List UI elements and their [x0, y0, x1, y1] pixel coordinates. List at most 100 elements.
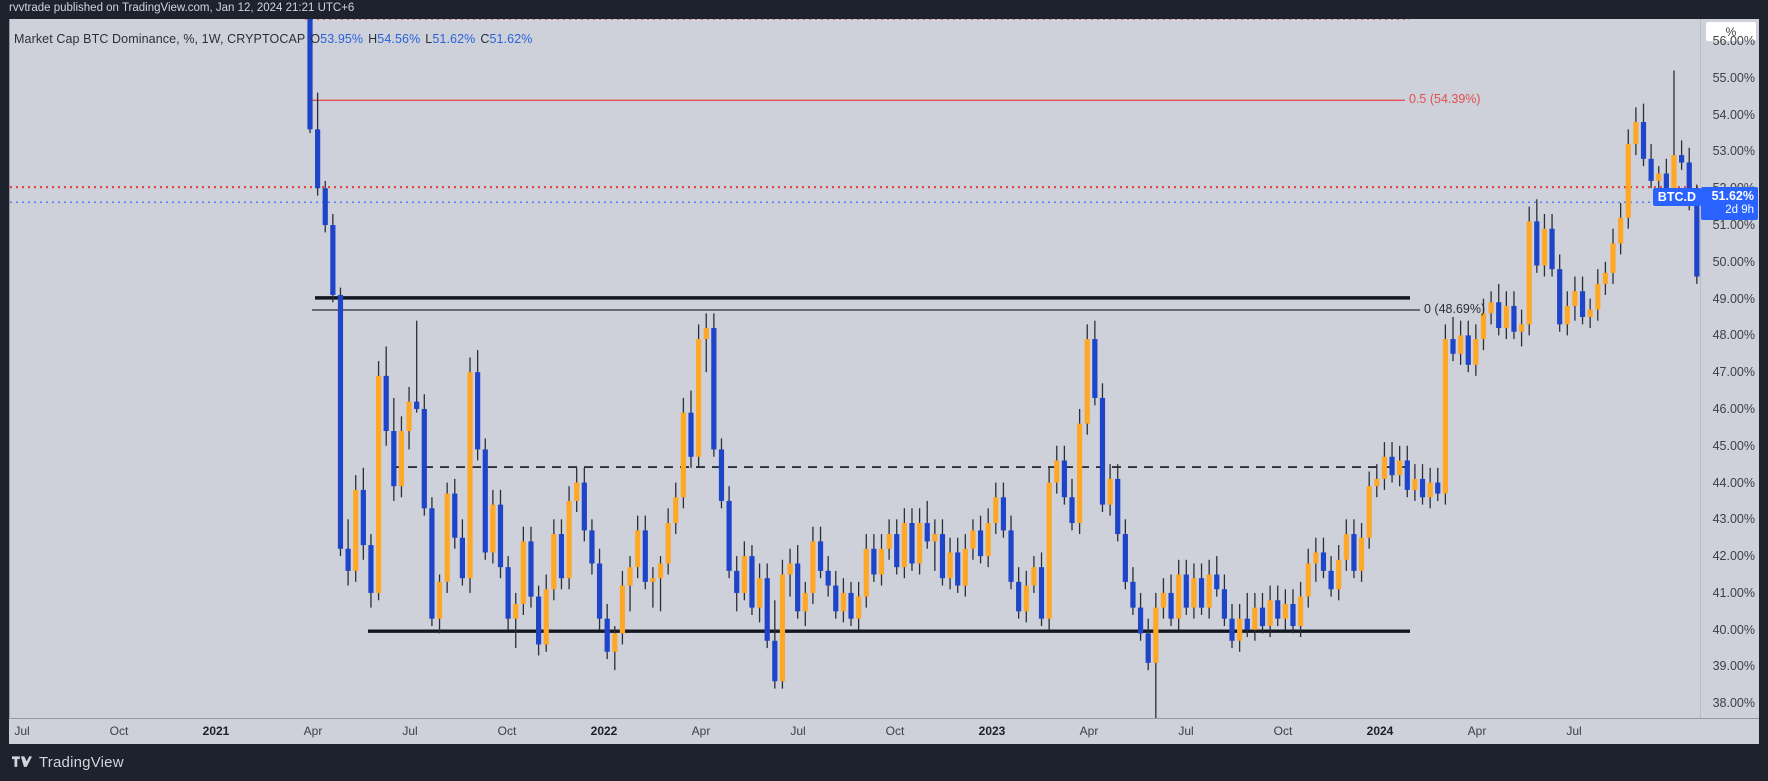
- candlestick-canvas[interactable]: [10, 19, 1710, 718]
- candle-body: [924, 523, 930, 542]
- price-tick: 45.00%: [1712, 438, 1755, 453]
- time-tick: Jul: [14, 724, 30, 738]
- candle-body: [696, 339, 702, 457]
- fib-level-05-label: 0.5 (54.39%): [1409, 92, 1481, 107]
- chart-pane[interactable]: [9, 19, 1710, 718]
- candle-body: [1176, 574, 1182, 619]
- candle-body: [673, 497, 679, 524]
- candle-body: [802, 592, 808, 612]
- candle-body: [1419, 478, 1426, 498]
- time-tick: Jul: [402, 724, 418, 738]
- candle-body: [436, 581, 443, 619]
- candle-body: [665, 523, 671, 564]
- candle-body: [1191, 578, 1197, 608]
- candle-body: [886, 534, 892, 549]
- candle-body: [810, 541, 816, 593]
- candle-body: [619, 585, 626, 634]
- candle-body: [406, 401, 412, 432]
- percent-scale-button[interactable]: %: [1706, 22, 1756, 41]
- candle-body: [848, 592, 854, 619]
- candle-body: [1374, 478, 1380, 487]
- candle-body: [711, 328, 717, 450]
- candle-body: [1358, 537, 1365, 571]
- candle-body: [1061, 460, 1067, 498]
- footer-bar: TradingView: [0, 744, 1768, 781]
- price-tick: 50.00%: [1712, 254, 1755, 269]
- candle-body: [1450, 339, 1456, 354]
- candle-body: [1023, 585, 1029, 612]
- candle-body: [1084, 339, 1090, 424]
- candle-body: [1526, 221, 1532, 325]
- time-axis[interactable]: Jul Oct 2021 Apr Jul Oct 2022 Apr Jul Oct 2023 Apr J…: [9, 718, 1759, 744]
- candle-body: [307, 19, 313, 130]
- candle-body: [1168, 592, 1174, 619]
- chart-legend[interactable]: Market Cap BTC Dominance, %, 1W, CRYPTOC…: [14, 32, 533, 46]
- candle-body: [909, 523, 915, 564]
- time-tick: Apr: [691, 724, 711, 738]
- candle-body: [688, 412, 694, 457]
- candle-body: [1587, 309, 1593, 317]
- candle-body: [947, 552, 953, 579]
- candle-body: [1038, 567, 1045, 619]
- candle-body: [1579, 291, 1586, 317]
- legend-open: O53.95%: [310, 32, 364, 46]
- candle-body: [566, 500, 572, 579]
- candle-body: [779, 574, 786, 682]
- candle-body: [1214, 574, 1220, 590]
- candle-body: [421, 408, 427, 509]
- tradingview-logo[interactable]: TradingView: [12, 754, 124, 771]
- price-tick: 44.00%: [1712, 475, 1755, 490]
- price-tick: 43.00%: [1712, 512, 1755, 527]
- current-price-value: 51.62%: [1711, 189, 1754, 204]
- candle-body: [833, 585, 839, 612]
- candle-body: [871, 548, 877, 575]
- candle-body: [574, 482, 580, 501]
- candle-body: [1282, 603, 1288, 619]
- candle-body: [1518, 324, 1525, 332]
- candle-body: [1465, 335, 1471, 365]
- candle-body: [330, 225, 336, 295]
- candle-body: [1503, 305, 1509, 329]
- candle-body: [894, 534, 900, 568]
- candle-body: [353, 489, 359, 571]
- legend-low: L51.62%: [425, 32, 476, 46]
- candle-body: [1412, 478, 1418, 490]
- candle-body: [1496, 302, 1502, 329]
- price-tick: 55.00%: [1712, 70, 1755, 85]
- candle-body: [1656, 173, 1662, 181]
- candle-body: [840, 592, 846, 612]
- candle-body: [1686, 162, 1692, 203]
- price-axis[interactable]: % 56.00%55.00%54.00%53.00%52.00%51.00%50…: [1700, 19, 1759, 718]
- price-tick: 47.00%: [1712, 365, 1755, 380]
- candle-body: [1625, 144, 1631, 218]
- price-tick: 40.00%: [1712, 622, 1755, 637]
- candle-body: [1237, 618, 1243, 641]
- candle-body: [1313, 552, 1319, 564]
- candle-body: [1320, 552, 1327, 571]
- price-tick: 49.00%: [1712, 291, 1755, 306]
- candle-body: [589, 530, 595, 564]
- ticker-badge[interactable]: BTC.D: [1652, 188, 1701, 207]
- candle-body: [1229, 618, 1235, 641]
- time-tick: Jul: [1566, 724, 1582, 738]
- candle-body: [1328, 570, 1334, 590]
- price-tick: 53.00%: [1712, 144, 1755, 159]
- candle-body: [1381, 456, 1388, 479]
- candle-body: [642, 530, 648, 582]
- current-price-badge[interactable]: 51.62% 2d 9h: [1701, 187, 1758, 221]
- candle-body: [627, 567, 633, 586]
- candle-body: [1488, 302, 1494, 314]
- candle-body: [1595, 283, 1601, 310]
- price-tick: 54.00%: [1712, 107, 1755, 122]
- candle-body: [741, 556, 747, 593]
- bar-countdown: 2d 9h: [1725, 204, 1754, 217]
- candle-body: [558, 534, 565, 579]
- time-tick: Oct: [109, 724, 129, 738]
- time-tick: Apr: [1079, 724, 1099, 738]
- time-tick: 2024: [1366, 724, 1394, 738]
- candle-body: [1640, 122, 1647, 159]
- time-tick: Oct: [1273, 724, 1293, 738]
- candle-body: [1511, 305, 1517, 332]
- candle-body: [1366, 486, 1372, 538]
- candle-body: [1671, 155, 1677, 192]
